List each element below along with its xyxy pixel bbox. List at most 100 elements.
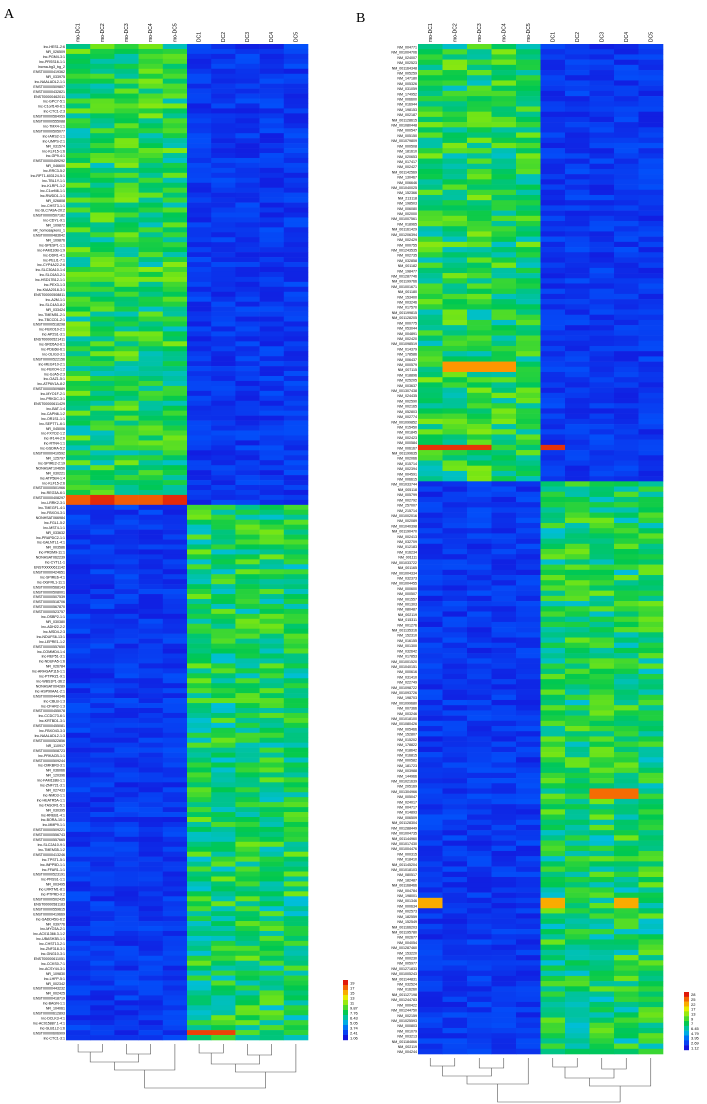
heatmap-cell: [114, 410, 139, 416]
heatmap-cell: [138, 430, 164, 436]
heatmap-cell: [211, 227, 236, 233]
heatmap-cell: [516, 476, 541, 482]
heatmap-cell: [187, 291, 212, 298]
row-label: ENST00000455081: [33, 724, 65, 728]
heatmap-cell: [491, 632, 517, 638]
heatmap-cell: [90, 420, 115, 426]
heatmap-cell: [114, 549, 139, 555]
heatmap-cell: [283, 841, 309, 848]
heatmap-cell: [418, 512, 443, 519]
heatmap-cell: [66, 237, 91, 243]
heatmap-cell: [235, 450, 260, 456]
heatmap-cell: [516, 75, 541, 81]
heatmap-cell: [211, 693, 236, 699]
heatmap-cell: [442, 955, 468, 961]
row-label: ENST00000432821: [33, 90, 65, 94]
heatmap-cell: [162, 212, 188, 218]
heatmap-cell: [418, 278, 443, 284]
heatmap-cell: [614, 642, 639, 649]
heatmap-cell: [114, 252, 139, 258]
heatmap-cell: [235, 965, 260, 971]
heatmap-cell: [211, 128, 236, 134]
heatmap-cell: [565, 267, 590, 274]
heatmap-cell: [565, 658, 590, 664]
heatmap-cell: [565, 293, 590, 300]
heatmap-cell: [442, 663, 468, 670]
heatmap-cell: [589, 189, 615, 196]
heatmap-cell: [589, 288, 615, 295]
heatmap-cell: [162, 980, 188, 986]
row-label: NM_153400: [397, 295, 417, 299]
heatmap-cell: [540, 705, 566, 711]
heatmap-cell: [66, 286, 91, 293]
heatmap-cell: [162, 608, 188, 615]
heatmap-cell: [138, 648, 164, 654]
heatmap-cell: [283, 465, 309, 471]
heatmap-cell: [211, 544, 236, 550]
heatmap-cell: [138, 792, 164, 798]
heatmap-cell: [211, 683, 236, 689]
heatmap-cell: [638, 986, 664, 992]
heatmap-cell: [638, 809, 664, 815]
heatmap-cell: [283, 930, 309, 937]
heatmap-cell: [138, 371, 164, 377]
heatmap-cell: [442, 257, 468, 263]
panel-label-b: B: [356, 11, 365, 26]
row-label: lnc-GPC7-5:1: [43, 100, 65, 104]
row-label: lnc-TASOR1-5:1: [39, 803, 65, 807]
heatmap-cell: [283, 366, 309, 372]
heatmap-cell: [138, 108, 164, 114]
heatmap-cell: [235, 148, 260, 154]
heatmap-cell: [418, 668, 443, 675]
heatmap-cell: [259, 138, 285, 144]
heatmap-cell: [614, 101, 639, 107]
heatmap-cell: [565, 569, 590, 576]
heatmap-cell: [90, 985, 115, 991]
heatmap-cell: [211, 846, 236, 853]
heatmap-cell: [638, 549, 664, 555]
row-label: lnc-FGL1-5:2: [44, 521, 65, 525]
heatmap-cell: [442, 502, 468, 508]
heatmap-cell: [235, 88, 260, 94]
heatmap-cell: [565, 517, 590, 524]
heatmap-cell: [467, 293, 492, 300]
heatmap-cell: [540, 221, 566, 227]
heatmap-cell: [565, 861, 590, 867]
heatmap-cell: [235, 549, 260, 555]
heatmap-cell: [418, 309, 443, 316]
heatmap-cell: [418, 783, 443, 789]
heatmap-cell: [114, 668, 139, 674]
heatmap-cell: [442, 981, 468, 987]
heatmap-cell: [589, 1033, 615, 1039]
heatmap-cell: [162, 266, 188, 273]
heatmap-cell: [114, 53, 139, 60]
heatmap-cell: [516, 351, 541, 357]
heatmap-cell: [638, 731, 664, 737]
heatmap-cell: [211, 722, 236, 729]
heatmap-cell: [66, 926, 91, 932]
heatmap-cell: [66, 455, 91, 461]
heatmap-cell: [565, 153, 590, 159]
heatmap-cell: [138, 826, 164, 833]
row-label: ENST00000523757: [33, 610, 65, 614]
heatmap-cell: [138, 841, 164, 848]
heatmap-cell: [114, 326, 139, 332]
row-label: lnc-RREB1-4:1: [41, 813, 65, 817]
heatmap-cell: [467, 262, 492, 269]
heatmap-cell: [187, 480, 212, 486]
heatmap-cell: [90, 876, 115, 882]
heatmap-cell: [491, 366, 517, 373]
heatmap-cell: [66, 856, 91, 862]
heatmap-cell: [467, 986, 492, 992]
heatmap-cell: [565, 684, 590, 690]
column-label: mo-DC2: [100, 23, 106, 42]
heatmap-cell: [565, 809, 590, 815]
heatmap-cell: [259, 777, 285, 783]
heatmap-cell: [138, 356, 164, 362]
heatmap-cell: [418, 44, 443, 50]
heatmap-cell: [467, 778, 492, 784]
row-label: NM_031059: [397, 87, 417, 91]
heatmap-cell: [614, 981, 639, 987]
heatmap-cell: [565, 247, 590, 253]
heatmap-cell: [187, 564, 212, 570]
